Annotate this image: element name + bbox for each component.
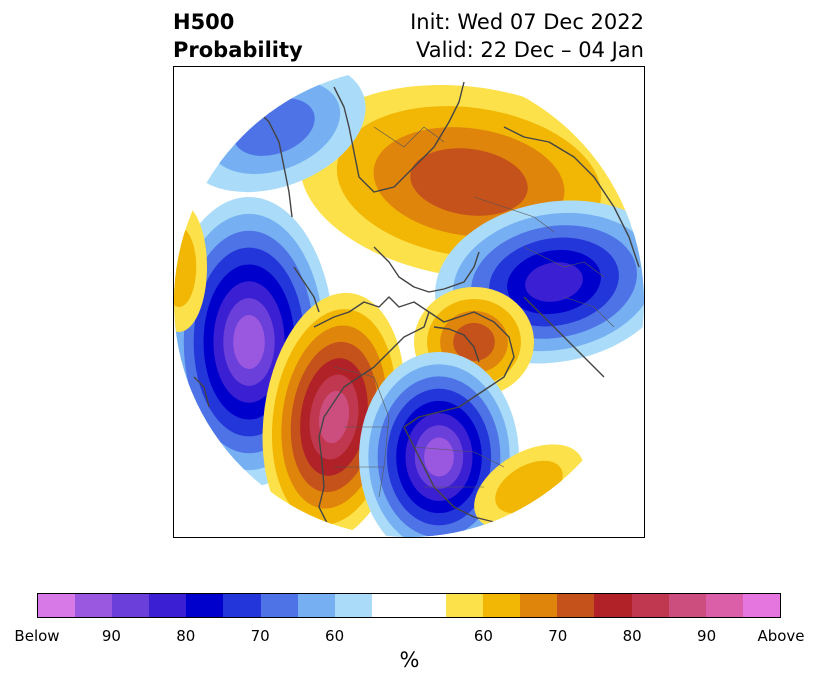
colorbar-above-7: [705, 594, 743, 617]
colorbar-below-4: [186, 594, 224, 617]
colorbar-unit: %: [399, 648, 420, 672]
colorbar-above-2: [520, 594, 558, 617]
colorbar-below-0: [38, 594, 76, 617]
title-line-2: Probability: [173, 38, 303, 62]
colorbar-tick-label: 70: [548, 627, 568, 645]
anomaly-contour-above: [318, 390, 350, 444]
colorbar-tick-label: 60: [325, 627, 345, 645]
valid-range: Valid: 22 Dec – 04 Jan: [415, 38, 644, 62]
hemisphere-disk: [174, 67, 644, 537]
anomaly-contour-below: [233, 315, 265, 369]
colorbar-below-1: [75, 594, 113, 617]
colorbar-above-6: [668, 594, 706, 617]
colorbar-above-1: [483, 594, 521, 617]
anomaly-contour-above: [410, 148, 528, 216]
map-canvas: [174, 67, 644, 537]
anomaly-contour-below: [525, 262, 583, 302]
colorbar-neutral: [371, 594, 447, 617]
colorbar: [37, 593, 781, 618]
anomaly-above-left-edge: [174, 202, 207, 332]
init-date: Init: Wed 07 Dec 2022: [410, 10, 644, 34]
colorbar-above-3: [557, 594, 595, 617]
anomaly-contour-above: [453, 322, 495, 362]
colorbar-below-2: [112, 594, 150, 617]
colorbar-below-3: [149, 594, 187, 617]
colorbar-ticks: Below 90 80 70 60 60 70 80 90 Above: [14, 626, 804, 646]
title-line-1: H500: [173, 10, 235, 34]
anomaly-contour-above: [174, 227, 197, 307]
colorbar-tick-label: Below: [14, 627, 60, 645]
borders: [333, 126, 615, 498]
colorbar-tick-label: 90: [101, 627, 121, 645]
coastlines: [193, 81, 640, 537]
date-block: Init: Wed 07 Dec 2022 Valid: 22 Dec – 04…: [410, 8, 644, 64]
colorbar-below-5: [223, 594, 261, 617]
colorbar-above-8: [742, 594, 780, 617]
colorbar-tick-label: 90: [697, 627, 717, 645]
probability-map: [173, 66, 645, 538]
colorbar-below-8: [334, 594, 372, 617]
colorbar-tick-label: 80: [176, 627, 196, 645]
colorbar-below-7: [297, 594, 335, 617]
colorbar-above-4: [594, 594, 632, 617]
colorbar-tick-label: Above: [757, 627, 805, 645]
colorbar-tick-label: 70: [250, 627, 270, 645]
title-block: H500 Probability: [173, 8, 303, 64]
colorbar-above-0: [446, 594, 484, 617]
anomaly-contour-below: [424, 437, 454, 477]
colorbar-tick-label: 60: [473, 627, 493, 645]
colorbar-tick-label: 80: [622, 627, 642, 645]
colorbar-below-6: [260, 594, 298, 617]
colorbar-above-5: [631, 594, 669, 617]
